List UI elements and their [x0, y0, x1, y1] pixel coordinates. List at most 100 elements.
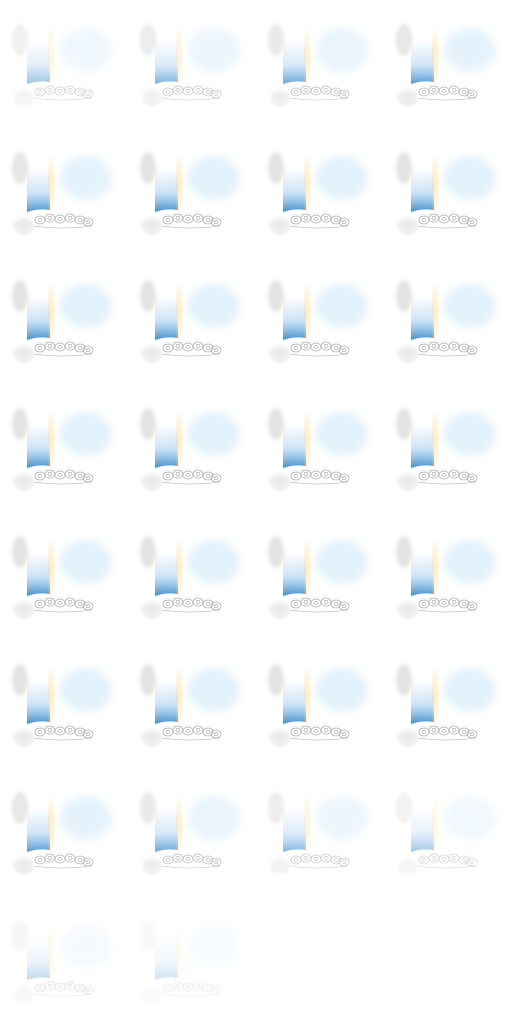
sprite-frame: [0, 384, 128, 512]
frame-illustration: [396, 280, 496, 362]
frame-illustration: [268, 408, 368, 490]
smoke-wisp: [268, 280, 284, 312]
frame-illustration: [268, 792, 368, 874]
flower-cluster: [33, 853, 94, 869]
blue-panel: [411, 296, 434, 340]
sprite-frame: [128, 128, 256, 256]
smoke-puff: [398, 858, 418, 874]
sprite-frame: [384, 128, 512, 256]
smoke-wisp: [140, 536, 156, 568]
smoke-wisp: [396, 792, 412, 824]
mist-cloud: [60, 28, 112, 72]
mist-cloud: [188, 924, 240, 968]
frame-illustration: [140, 24, 240, 106]
sprite-frame: [256, 384, 384, 512]
mist-cloud: [316, 796, 368, 840]
blue-panel: [155, 168, 178, 212]
sprite-frame: [0, 896, 128, 1024]
smoke-puff: [398, 730, 418, 746]
frame-illustration: [12, 792, 112, 874]
flower-cluster: [289, 853, 350, 869]
sprite-frame: [128, 768, 256, 896]
sprite-frame: [256, 512, 384, 640]
blue-panel: [155, 680, 178, 724]
smoke-puff: [270, 730, 290, 746]
flower-cluster: [33, 469, 94, 485]
smoke-wisp: [396, 152, 412, 184]
mist-cloud: [188, 156, 240, 200]
blue-panel: [283, 168, 306, 212]
blue-panel: [411, 40, 434, 84]
smoke-wisp: [140, 792, 156, 824]
sprite-frame: [256, 0, 384, 128]
light-beam: [49, 922, 53, 980]
smoke-puff: [142, 986, 162, 1002]
smoke-puff: [270, 90, 290, 106]
mist-cloud: [60, 156, 112, 200]
smoke-wisp: [140, 24, 156, 56]
flower-cluster: [33, 85, 94, 101]
smoke-puff: [270, 474, 290, 490]
mist-cloud: [316, 284, 368, 328]
mist-cloud: [444, 156, 496, 200]
frame-illustration: [396, 24, 496, 106]
smoke-puff: [270, 346, 290, 362]
blue-panel: [411, 168, 434, 212]
sprite-frame: [0, 128, 128, 256]
flower-cluster: [417, 725, 478, 741]
blue-panel: [27, 40, 50, 84]
frame-illustration: [12, 920, 112, 1002]
sprite-frame: [384, 768, 512, 896]
blue-panel: [283, 296, 306, 340]
sprite-frame: [128, 384, 256, 512]
smoke-puff: [14, 730, 34, 746]
flower-cluster: [417, 597, 478, 613]
frame-illustration: [268, 152, 368, 234]
smoke-puff: [398, 346, 418, 362]
mist-cloud: [188, 540, 240, 584]
mist-cloud: [188, 284, 240, 328]
frame-illustration: [268, 24, 368, 106]
smoke-wisp: [268, 408, 284, 440]
smoke-wisp: [268, 792, 284, 824]
frame-illustration: [396, 664, 496, 746]
smoke-wisp: [396, 408, 412, 440]
smoke-wisp: [140, 920, 156, 952]
flower-cluster: [161, 853, 222, 869]
frame-illustration: [12, 664, 112, 746]
blue-panel: [155, 296, 178, 340]
smoke-puff: [398, 474, 418, 490]
smoke-puff: [398, 90, 418, 106]
smoke-wisp: [140, 408, 156, 440]
smoke-puff: [142, 602, 162, 618]
smoke-puff: [14, 602, 34, 618]
blue-panel: [155, 552, 178, 596]
blue-panel: [283, 40, 306, 84]
mist-cloud: [188, 796, 240, 840]
flower-cluster: [33, 213, 94, 229]
blue-panel: [27, 424, 50, 468]
mist-cloud: [60, 796, 112, 840]
sprite-frame: [0, 256, 128, 384]
blue-panel: [155, 424, 178, 468]
smoke-puff: [14, 474, 34, 490]
mist-cloud: [188, 412, 240, 456]
frame-illustration: [140, 792, 240, 874]
blue-panel: [27, 808, 50, 852]
blue-panel: [283, 680, 306, 724]
flower-cluster: [33, 597, 94, 613]
smoke-wisp: [12, 920, 28, 952]
sprite-frame: [256, 640, 384, 768]
smoke-wisp: [12, 536, 28, 568]
smoke-wisp: [268, 152, 284, 184]
smoke-wisp: [12, 408, 28, 440]
flower-cluster: [161, 85, 222, 101]
smoke-wisp: [396, 536, 412, 568]
flower-cluster: [33, 981, 94, 997]
mist-cloud: [316, 28, 368, 72]
flower-cluster: [289, 597, 350, 613]
flower-cluster: [417, 341, 478, 357]
blue-panel: [411, 808, 434, 852]
mist-cloud: [60, 924, 112, 968]
frame-illustration: [396, 152, 496, 234]
